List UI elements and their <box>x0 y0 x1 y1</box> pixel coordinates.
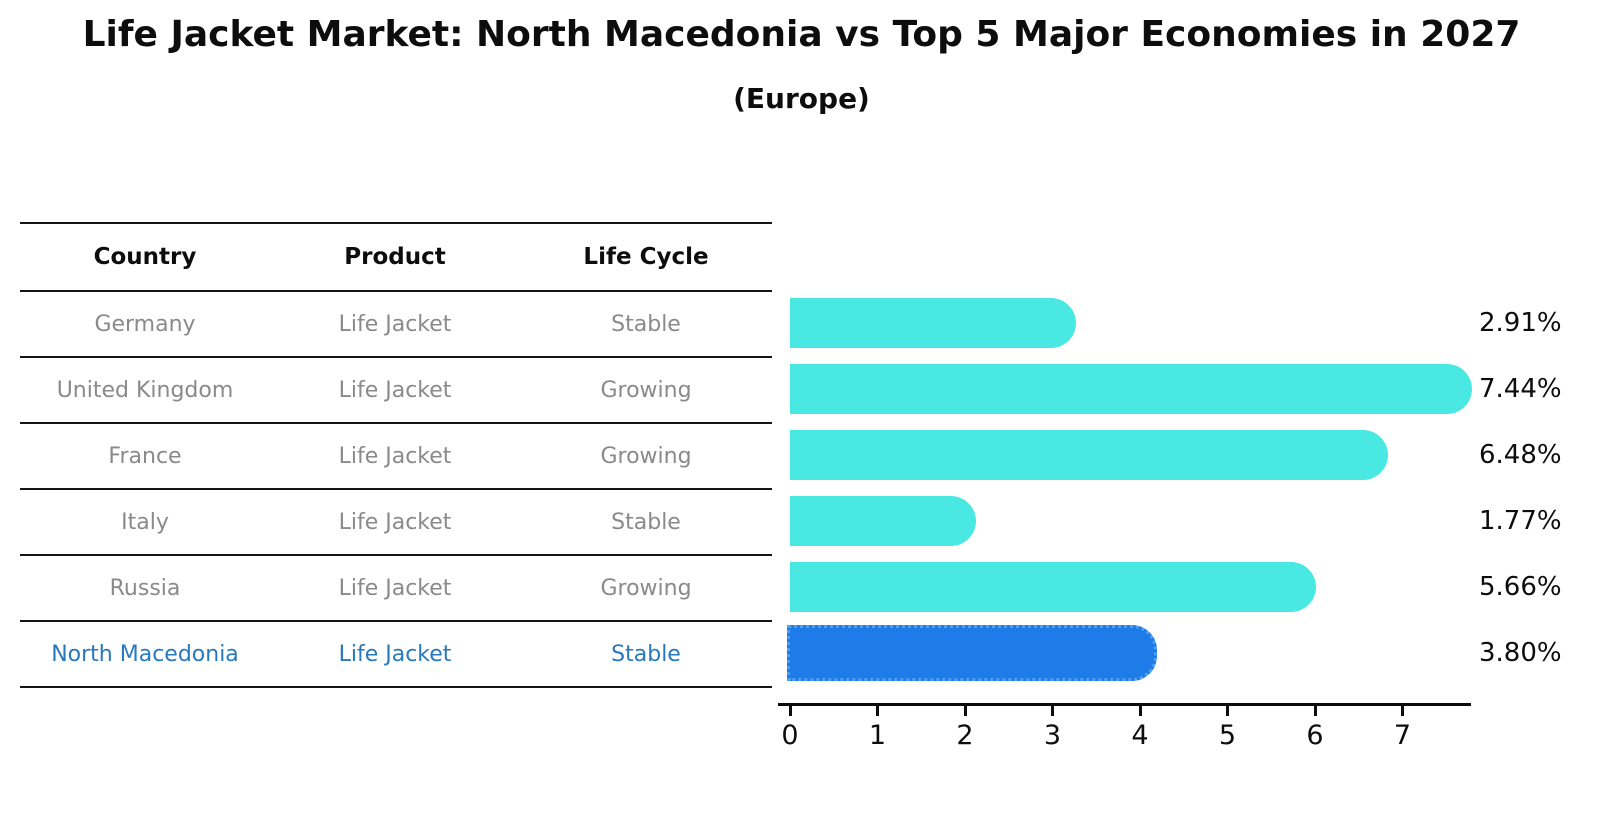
bar-italy <box>790 496 976 546</box>
value-label-united-kingdom: 7.44% <box>1479 374 1562 404</box>
x-tick-label: 0 <box>781 720 799 751</box>
x-tick <box>1401 706 1404 716</box>
table-cell-product: Life Jacket <box>338 575 452 601</box>
table-row-italy: Italy Life Jacket Stable <box>20 490 772 556</box>
x-tick-label: 5 <box>1218 720 1237 751</box>
x-tick <box>788 706 792 716</box>
value-label-germany: 2.91% <box>1479 308 1562 338</box>
table-cell-life-cycle: Stable <box>611 509 681 535</box>
x-tick-label: 7 <box>1393 720 1412 751</box>
table-cell-product: Life Jacket <box>338 311 452 337</box>
bar-russia <box>790 562 1317 612</box>
x-tick-label: 2 <box>956 720 974 751</box>
x-tick <box>1051 706 1054 716</box>
table-cell-life-cycle: Growing <box>600 575 692 601</box>
table-cell-life-cycle: Stable <box>611 311 681 337</box>
x-tick-label: 1 <box>868 720 887 751</box>
x-tick-label: 4 <box>1131 720 1149 751</box>
bar-united-kingdom <box>790 364 1472 414</box>
bar-germany <box>790 298 1076 348</box>
chart-title: Life Jacket Market: North Macedonia vs T… <box>82 14 1521 55</box>
x-tick <box>1138 706 1142 716</box>
table-cell-country: United Kingdom <box>56 377 234 403</box>
x-tick <box>1226 706 1229 716</box>
bar-north-macedonia <box>787 625 1157 681</box>
chart-subtitle: (Europe) <box>733 82 870 115</box>
table-cell-country: Russia <box>109 575 181 601</box>
table-header-product: Product <box>344 244 446 270</box>
country-table: Country Product Life Cycle Germany Life Jac… <box>20 222 772 688</box>
table-cell-life-cycle: Growing <box>600 443 692 469</box>
table-row-germany: Germany Life Jacket Stable <box>20 292 772 358</box>
table-cell-country: Italy <box>121 509 169 535</box>
table-cell-product: Life Jacket <box>338 509 452 535</box>
table-row-russia: Russia Life Jacket Growing <box>20 556 772 622</box>
x-axis-line <box>778 703 1471 706</box>
value-label-north-macedonia: 3.80% <box>1479 638 1562 668</box>
table-header-life-cycle: Life Cycle <box>583 244 709 270</box>
table-cell-life-cycle: Stable <box>611 641 681 667</box>
value-label-italy: 1.77% <box>1479 506 1562 536</box>
table-row-united-kingdom: United Kingdom Life Jacket Growing <box>20 358 772 424</box>
table-header-country: Country <box>93 244 197 270</box>
table-header-row: Country Product Life Cycle <box>20 222 772 292</box>
x-tick-label: 3 <box>1043 720 1062 751</box>
table-cell-country: North Macedonia <box>51 641 239 667</box>
x-tick <box>876 706 879 716</box>
x-tick-label: 6 <box>1306 720 1324 751</box>
table-row-north-macedonia: North Macedonia Life Jacket Stable <box>20 622 772 688</box>
x-tick <box>963 706 967 716</box>
table-body: Germany Life Jacket Stable United Kingdom Li… <box>20 292 772 688</box>
value-label-france: 6.48% <box>1479 440 1562 470</box>
table-cell-life-cycle: Growing <box>600 377 692 403</box>
table-cell-product: Life Jacket <box>338 443 452 469</box>
table-row-france: France Life Jacket Growing <box>20 424 772 490</box>
table-cell-product: Life Jacket <box>338 377 452 403</box>
value-label-russia: 5.66% <box>1479 572 1562 602</box>
table-cell-country: Germany <box>94 311 196 337</box>
x-tick <box>1313 706 1317 716</box>
table-cell-country: France <box>108 443 182 469</box>
table-cell-product: Life Jacket <box>338 641 452 667</box>
bar-france <box>790 430 1388 480</box>
